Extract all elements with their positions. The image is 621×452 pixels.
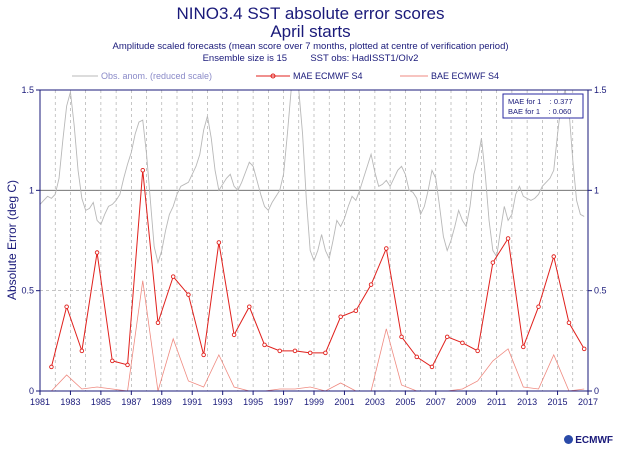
mae-point [64,304,69,309]
x-tick-label: 2003 [365,397,385,407]
y-tick-label: 0 [29,386,34,396]
mae-point [140,168,145,173]
x-tick-label: 1981 [30,397,50,407]
y-axis-left: 0 0.5 1 1.5 [21,85,40,396]
mae-point [384,246,389,251]
mae-point [49,364,54,370]
y-tick-label-right: 1 [594,185,599,195]
mae-point [307,350,313,356]
bae-series-group [51,280,585,392]
ensemble-size: Ensemble size is 15 [202,53,288,64]
mae-point [399,334,404,340]
obs-source: SST obs: HadISST1/OIv2 [310,53,419,64]
legend-label-mae: MAE ECMWF S4 [293,71,363,81]
mae-point [323,350,328,356]
mae-point [505,236,511,241]
y-tick-label: 1.5 [21,85,34,95]
chart-title: NINO3.4 SST absolute error scores [176,4,445,23]
obs-series-group [39,89,585,265]
mae-point [429,364,435,370]
mae-series-group [49,168,587,370]
ecmwf-logo-icon [564,435,574,444]
legend: Obs. anom. (reduced scale) MAE ECMWF S4 … [72,71,499,81]
y-tick-label-right: 1.5 [594,85,607,95]
mae-point [216,240,222,245]
y-tick-label: 1 [29,185,34,195]
mae-point [566,320,572,326]
mae-point [201,352,206,358]
x-tick-label: 2009 [456,397,476,407]
mae-line [50,170,585,368]
x-tick-label: 1987 [121,397,141,407]
ecmwf-logo: ECMWF [564,435,613,446]
mae-point [79,348,85,354]
obs-anom-line [39,89,585,265]
x-tick-label: 2015 [548,397,568,407]
x-tick-label: 1997 [274,397,294,407]
mae-point [536,304,541,309]
mae-point [170,274,176,279]
ensemble-info: Ensemble size is 15 SST obs: HadISST1/OI… [0,53,621,64]
x-tick-label: 2001 [334,397,354,407]
mae-point [338,314,343,320]
mae-point [460,340,465,346]
y-axis-label: Absolute Error (deg C) [5,180,19,300]
legend-item-mae: MAE ECMWF S4 [256,71,363,81]
y-tick-label: 0.5 [21,286,34,296]
mae-point [414,354,420,360]
mae-point [521,344,526,350]
chart-subtitle: April starts [270,22,351,41]
x-tick-label: 2017 [578,397,598,407]
mae-stat: MAE for 1 : 0.377 [508,97,573,106]
mae-point [490,260,496,265]
grid-lines [40,90,588,391]
x-tick-label: 1985 [91,397,111,407]
legend-label-obs: Obs. anom. (reduced scale) [101,71,212,81]
x-tick-label: 1991 [182,397,202,407]
mae-point [368,282,374,287]
mae-point [94,250,100,255]
mae-point [125,362,130,368]
mae-point [353,308,359,313]
bae-line [51,280,585,392]
mae-point [551,254,557,259]
x-axis: 1981 1983 1985 1987 1989 1991 1993 1995 1997 1999… [30,391,598,407]
x-tick-label: 1983 [60,397,80,407]
mae-point [262,342,267,348]
mae-point [292,348,298,354]
x-tick-label: 1989 [152,397,172,407]
x-tick-label: 1999 [304,397,324,407]
mae-point [186,292,191,297]
x-tick-label: 2013 [517,397,537,407]
ecmwf-logo-text: ECMWF [575,435,613,446]
y-tick-label-right: 0 [594,386,599,396]
forecast-note: Amplitude scaled forecasts (mean score o… [112,41,509,52]
mae-point [475,348,480,354]
y-tick-label-right: 0.5 [594,286,607,296]
mae-point [231,332,237,338]
stats-box: MAE for 1 : 0.377 BAE for 1 : 0.060 [502,93,584,119]
x-tick-label: 2011 [487,397,506,407]
y-axis-right: 0 0.5 1 1.5 [588,85,607,396]
legend-label-bae: BAE ECMWF S4 [431,71,499,81]
mae-point [155,320,161,326]
mae-point [277,348,283,354]
legend-item-obs: Obs. anom. (reduced scale) [72,71,212,81]
bae-stat: BAE for 1 : 0.060 [508,107,571,116]
x-tick-label: 2005 [395,397,415,407]
mae-point [110,358,115,364]
mae-point [444,334,450,340]
x-tick-label: 1995 [243,397,263,407]
mae-point [247,304,252,309]
legend-item-bae: BAE ECMWF S4 [400,71,499,81]
x-tick-label: 1993 [213,397,233,407]
x-tick-label: 2007 [426,397,446,407]
mae-point [581,346,587,352]
